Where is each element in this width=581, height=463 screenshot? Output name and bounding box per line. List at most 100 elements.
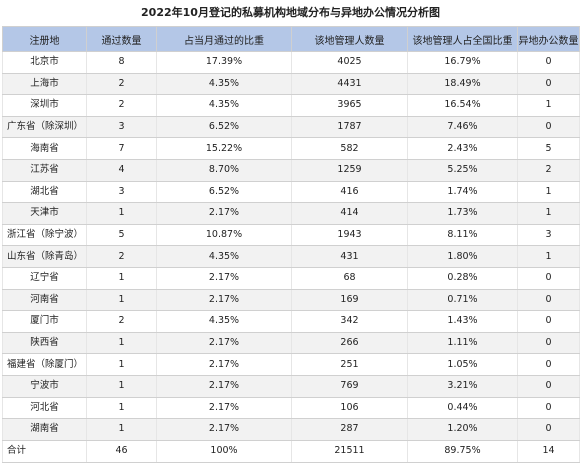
cell-region: 山东省（除青岛） <box>2 245 87 268</box>
table-row: 上海市 2 4.35% 4431 18.49% 0 <box>2 73 580 96</box>
cell-managers: 266 <box>291 332 408 355</box>
cell-managers: 769 <box>291 375 408 398</box>
cell-national-share: 1.20% <box>407 418 518 441</box>
table-row: 辽宁省 1 2.17% 68 0.28% 0 <box>2 267 580 290</box>
cell-remote: 0 <box>517 267 580 290</box>
table-row: 厦门市 2 4.35% 342 1.43% 0 <box>2 310 580 333</box>
header-region: 注册地 <box>2 26 87 52</box>
cell-remote: 0 <box>517 289 580 312</box>
table-row: 浙江省（除宁波） 5 10.87% 1943 8.11% 3 <box>2 224 580 247</box>
cell-national-share: 0.28% <box>407 267 518 290</box>
cell-national-share: 5.25% <box>407 159 518 182</box>
cell-managers: 169 <box>291 289 408 312</box>
cell-share: 6.52% <box>156 181 292 204</box>
cell-share: 4.35% <box>156 245 292 268</box>
cell-share: 2.17% <box>156 418 292 441</box>
cell-managers: 582 <box>291 137 408 160</box>
cell-region: 浙江省（除宁波） <box>2 224 87 247</box>
cell-count: 2 <box>86 245 157 268</box>
cell-managers: 287 <box>291 418 408 441</box>
cell-count: 1 <box>86 289 157 312</box>
cell-remote: 1 <box>517 202 580 225</box>
cell-count: 3 <box>86 181 157 204</box>
cell-region: 海南省 <box>2 137 87 160</box>
cell-count: 1 <box>86 353 157 376</box>
cell-share: 2.17% <box>156 397 292 420</box>
cell-remote: 5 <box>517 137 580 160</box>
cell-remote: 0 <box>517 51 580 74</box>
cell-share: 8.70% <box>156 159 292 182</box>
table-body: 北京市 8 17.39% 4025 16.79% 0 上海市 2 4.35% 4431 18.49%… <box>2 51 580 441</box>
cell-share: 6.52% <box>156 116 292 139</box>
cell-remote: 3 <box>517 224 580 247</box>
header-managers: 该地管理人数量 <box>291 26 408 52</box>
cell-region: 宁波市 <box>2 375 87 398</box>
cell-share: 4.35% <box>156 94 292 117</box>
cell-share: 2.17% <box>156 289 292 312</box>
cell-remote: 0 <box>517 375 580 398</box>
cell-remote: 2 <box>517 159 580 182</box>
cell-count: 8 <box>86 51 157 74</box>
cell-share: 2.17% <box>156 332 292 355</box>
cell-count: 5 <box>86 224 157 247</box>
cell-remote: 0 <box>517 332 580 355</box>
total-label: 合计 <box>2 440 87 463</box>
total-share: 100% <box>156 440 292 463</box>
total-managers: 21511 <box>291 440 408 463</box>
cell-managers: 1943 <box>291 224 408 247</box>
cell-managers: 416 <box>291 181 408 204</box>
table-header: 注册地 通过数量 占当月通过的比重 该地管理人数量 该地管理人占全国比重 异地办… <box>2 26 580 52</box>
cell-managers: 106 <box>291 397 408 420</box>
cell-national-share: 0.44% <box>407 397 518 420</box>
cell-managers: 4025 <box>291 51 408 74</box>
table-footer: 合计 46 100% 21511 89.75% 14 <box>2 440 580 463</box>
cell-remote: 1 <box>517 245 580 268</box>
cell-share: 17.39% <box>156 51 292 74</box>
cell-national-share: 1.74% <box>407 181 518 204</box>
cell-national-share: 3.21% <box>407 375 518 398</box>
cell-share: 2.17% <box>156 267 292 290</box>
cell-national-share: 18.49% <box>407 73 518 96</box>
table-row: 海南省 7 15.22% 582 2.43% 5 <box>2 137 580 160</box>
cell-managers: 251 <box>291 353 408 376</box>
cell-region: 湖北省 <box>2 181 87 204</box>
cell-managers: 1787 <box>291 116 408 139</box>
cell-remote: 0 <box>517 418 580 441</box>
cell-region: 广东省（除深圳） <box>2 116 87 139</box>
cell-national-share: 1.43% <box>407 310 518 333</box>
cell-count: 1 <box>86 375 157 398</box>
cell-count: 1 <box>86 418 157 441</box>
cell-share: 2.17% <box>156 353 292 376</box>
header-share: 占当月通过的比重 <box>156 26 292 52</box>
cell-count: 1 <box>86 267 157 290</box>
cell-national-share: 8.11% <box>407 224 518 247</box>
cell-share: 4.35% <box>156 73 292 96</box>
table-row: 河南省 1 2.17% 169 0.71% 0 <box>2 289 580 312</box>
cell-national-share: 1.05% <box>407 353 518 376</box>
cell-managers: 68 <box>291 267 408 290</box>
cell-count: 1 <box>86 397 157 420</box>
cell-remote: 1 <box>517 181 580 204</box>
total-national-share: 89.75% <box>407 440 518 463</box>
cell-region: 陕西省 <box>2 332 87 355</box>
cell-national-share: 1.73% <box>407 202 518 225</box>
cell-region: 湖南省 <box>2 418 87 441</box>
cell-region: 厦门市 <box>2 310 87 333</box>
cell-region: 福建省（除厦门） <box>2 353 87 376</box>
cell-national-share: 16.79% <box>407 51 518 74</box>
cell-remote: 0 <box>517 116 580 139</box>
table-row: 福建省（除厦门） 1 2.17% 251 1.05% 0 <box>2 353 580 376</box>
cell-count: 1 <box>86 332 157 355</box>
table-row: 北京市 8 17.39% 4025 16.79% 0 <box>2 51 580 74</box>
region-table: 注册地 通过数量 占当月通过的比重 该地管理人数量 该地管理人占全国比重 异地办… <box>2 26 580 463</box>
cell-national-share: 7.46% <box>407 116 518 139</box>
cell-count: 3 <box>86 116 157 139</box>
cell-region: 河北省 <box>2 397 87 420</box>
cell-count: 2 <box>86 310 157 333</box>
cell-region: 北京市 <box>2 51 87 74</box>
cell-national-share: 2.43% <box>407 137 518 160</box>
cell-remote: 0 <box>517 73 580 96</box>
table-row: 陕西省 1 2.17% 266 1.11% 0 <box>2 332 580 355</box>
table-row: 天津市 1 2.17% 414 1.73% 1 <box>2 202 580 225</box>
